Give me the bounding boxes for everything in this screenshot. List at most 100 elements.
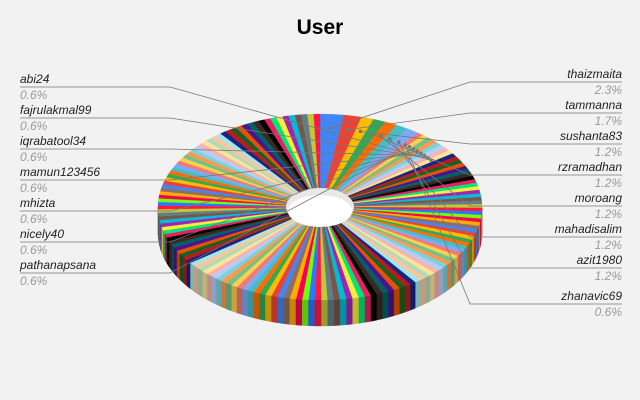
leader-line-mhizta [20, 150, 418, 212]
leader-line-iqrabatool34 [20, 148, 425, 156]
slice-value-azit1980: 1.2% [595, 269, 623, 283]
chart-title: User [296, 16, 344, 39]
slice-side [271, 295, 278, 323]
slice-side [221, 280, 227, 310]
slice-side [382, 291, 389, 320]
leader-line-thaizmaita [330, 81, 622, 129]
donut-sides [157, 206, 483, 327]
leader-dot [378, 134, 383, 138]
slice-side [339, 298, 347, 326]
slice-side [415, 279, 421, 309]
slice-label-mhizta: mhizta [20, 196, 56, 210]
leader-dot [346, 127, 350, 132]
slice-side [434, 269, 439, 300]
slice-side [376, 292, 383, 321]
leader-line-mamun123456 [20, 152, 421, 181]
slice-label-zhanavic69: zhanavic69 [560, 289, 622, 303]
slice-side [327, 299, 334, 327]
leader-line-abi24 [20, 86, 432, 161]
slice-value-abi24: 0.6% [20, 88, 48, 102]
leader-line-rzramadhan [370, 133, 622, 176]
slice-side [424, 275, 431, 305]
slice-label-nicely40: nicely40 [20, 227, 64, 241]
slice-label-pathanapsana: pathanapsana [19, 258, 96, 272]
slice-value-zhanavic69: 0.6% [595, 305, 623, 319]
slice-value-sushanta83: 1.2% [595, 145, 623, 159]
slice-value-moroang: 1.2% [595, 207, 623, 221]
slice-side [176, 250, 181, 281]
slice-value-mahadisalim: 1.2% [595, 238, 623, 252]
slice-label-thaizmaita: thaizmaita [567, 67, 622, 81]
slice-side [364, 295, 371, 323]
slice-side [202, 270, 208, 301]
slice-side [429, 272, 435, 302]
slice-side [198, 268, 203, 298]
leader-dot [415, 149, 420, 153]
leader-line-zhanavic69 [404, 144, 622, 305]
slice-side [420, 277, 426, 307]
slice-value-nicely40: 0.6% [20, 243, 48, 257]
leader-dot [422, 153, 427, 158]
slice-side [194, 265, 199, 295]
slice-value-mhizta: 0.6% [20, 212, 48, 226]
leader-dot [358, 129, 363, 134]
slice-side [211, 275, 217, 305]
slice-side [477, 225, 479, 256]
slice-side [226, 282, 232, 312]
slice-value-thaizmaita: 2.3% [594, 83, 623, 97]
slice-side [466, 242, 470, 273]
slice-label-moroang: moroang [575, 191, 623, 205]
slice-label-tammanna: tammanna [565, 98, 622, 112]
slice-side [242, 288, 249, 317]
slice-side [345, 297, 353, 326]
slice-side [163, 230, 166, 261]
leader-line-sushanta83 [360, 131, 622, 145]
slice-side [247, 290, 254, 319]
slice-side [320, 299, 328, 327]
slice-side [358, 296, 365, 324]
slice-label-azit1980: azit1980 [577, 253, 623, 267]
slice-side [171, 243, 175, 275]
slice-side [387, 289, 394, 318]
leader-line-moroang [380, 135, 622, 207]
leader-dot [407, 145, 412, 149]
slice-side [265, 294, 272, 322]
slice-side [179, 253, 184, 284]
leader-line-fajrulakmal99 [20, 117, 428, 159]
slice-side [393, 287, 400, 317]
slice-value-pathanapsana: 0.6% [20, 274, 48, 288]
slice-side [277, 296, 284, 324]
slice-side [399, 285, 405, 315]
leader-line-nicely40 [20, 148, 414, 243]
slice-side [295, 298, 303, 326]
slice-side [475, 229, 478, 259]
slice-side [259, 293, 266, 321]
slice-side [446, 261, 451, 292]
leader-line-mahadisalim [389, 138, 622, 238]
slice-side [236, 286, 243, 315]
slice-side [471, 235, 474, 267]
slice-side [168, 240, 172, 271]
slice-side [442, 264, 448, 294]
leader-line-azit1980 [398, 141, 622, 269]
leader-dot [403, 143, 408, 147]
leader-dot [368, 131, 373, 136]
donut-top [157, 113, 483, 301]
slice-side [206, 273, 212, 303]
slice-side [190, 262, 195, 293]
slice-label-mamun123456: mamun123456 [20, 165, 100, 179]
leader-line-pathanapsana [20, 146, 410, 274]
slice-label-abi24: abi24 [20, 72, 50, 86]
slice-value-fajrulakmal99: 0.6% [20, 119, 48, 133]
slice-side [314, 299, 322, 327]
leader-dot [396, 140, 401, 144]
slice-side [253, 291, 260, 320]
slice-side [370, 293, 377, 322]
slice-label-rzramadhan: rzramadhan [558, 160, 622, 174]
slice-label-iqrabatool34: iqrabatool34 [20, 134, 86, 148]
slice-side [352, 297, 359, 325]
slice-side [438, 267, 444, 297]
slice-side [409, 281, 416, 311]
